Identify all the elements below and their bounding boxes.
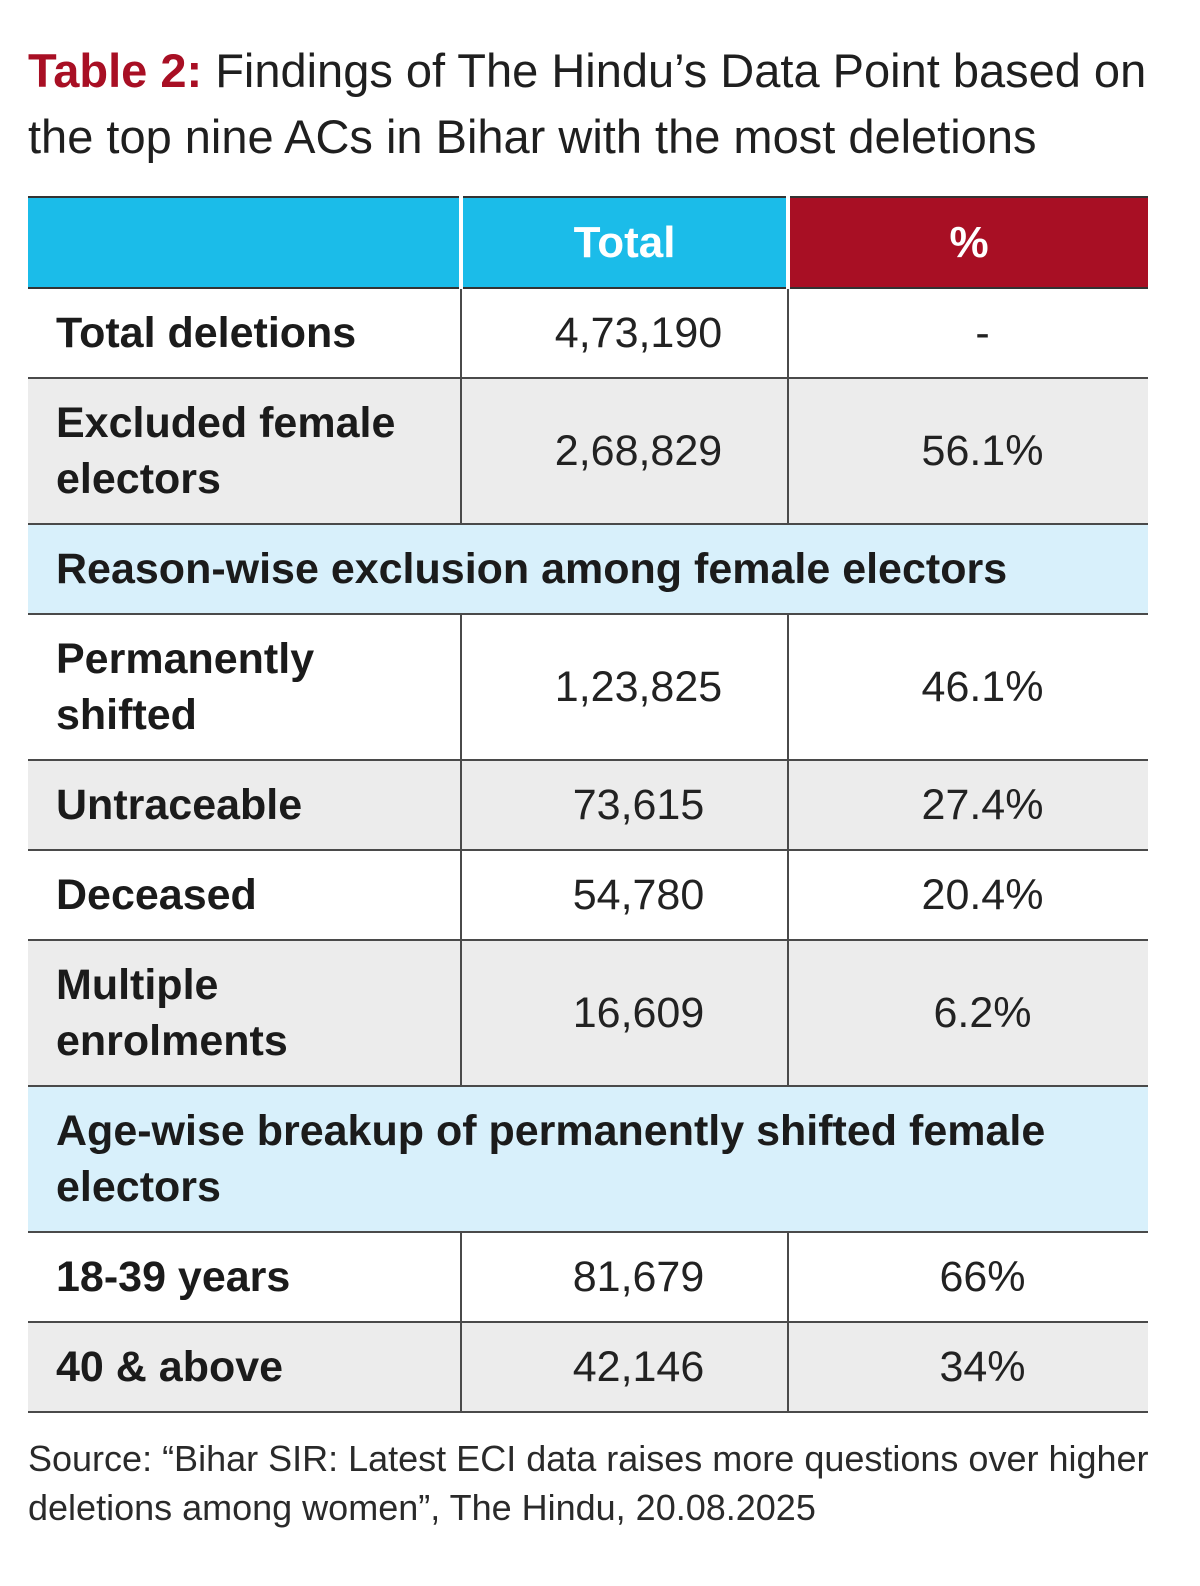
row-percent: 20.4%	[787, 850, 1148, 941]
row-label: 40 & above	[28, 1322, 461, 1413]
table-row: Untraceable 73,615 27.4%	[28, 760, 1148, 851]
header-total: Total	[461, 197, 790, 288]
section-heading-row: Age-wise breakup of permanently shifted …	[28, 1086, 1148, 1233]
table-row: Excluded female electors 2,68,829 56.1%	[28, 378, 1148, 525]
row-total: 4,73,190	[460, 288, 788, 379]
row-total: 81,679	[460, 1232, 788, 1323]
row-label: Deceased	[28, 850, 461, 941]
row-total: 42,146	[460, 1322, 788, 1413]
row-total: 2,68,829	[460, 378, 788, 525]
row-total: 73,615	[460, 760, 788, 851]
row-percent: 6.2%	[787, 940, 1148, 1087]
row-percent: 46.1%	[787, 614, 1148, 761]
row-percent: -	[787, 288, 1148, 379]
table-title: Table 2: Findings of The Hindu’s Data Po…	[28, 38, 1178, 170]
data-table: Total % Total deletions 4,73,190 - Exclu…	[28, 196, 1148, 1413]
row-percent: 34%	[787, 1322, 1148, 1413]
section-heading: Reason-wise exclusion among female elect…	[28, 524, 1148, 615]
row-label: Total deletions	[28, 288, 461, 379]
row-percent: 66%	[787, 1232, 1148, 1323]
table-title-text: Findings of The Hindu’s Data Point based…	[28, 44, 1147, 163]
row-percent: 27.4%	[787, 760, 1148, 851]
table-row: 18-39 years 81,679 66%	[28, 1232, 1148, 1323]
header-blank	[28, 197, 463, 288]
source-note: Source: “Bihar SIR: Latest ECI data rais…	[28, 1438, 1149, 1528]
row-label: Excluded female electors	[28, 378, 461, 525]
table-row: Deceased 54,780 20.4%	[28, 850, 1148, 941]
header-percent: %	[788, 197, 1148, 288]
table-row: Total deletions 4,73,190 -	[28, 288, 1148, 379]
row-label: 18-39 years	[28, 1232, 461, 1323]
row-total: 54,780	[460, 850, 788, 941]
row-total: 16,609	[460, 940, 788, 1087]
table-row: 40 & above 42,146 34%	[28, 1322, 1148, 1413]
table-row: Permanently shifted 1,23,825 46.1%	[28, 614, 1148, 761]
row-percent: 56.1%	[787, 378, 1148, 525]
table-row: Multiple enrolments 16,609 6.2%	[28, 940, 1148, 1087]
row-label: Permanently shifted	[28, 614, 461, 761]
header-row: Total %	[28, 197, 1148, 288]
row-label: Multiple enrolments	[28, 940, 461, 1087]
table-number: Table 2:	[28, 44, 203, 97]
section-heading: Age-wise breakup of permanently shifted …	[28, 1086, 1148, 1233]
row-label: Untraceable	[28, 760, 461, 851]
row-total: 1,23,825	[460, 614, 788, 761]
section-heading-row: Reason-wise exclusion among female elect…	[28, 524, 1148, 615]
